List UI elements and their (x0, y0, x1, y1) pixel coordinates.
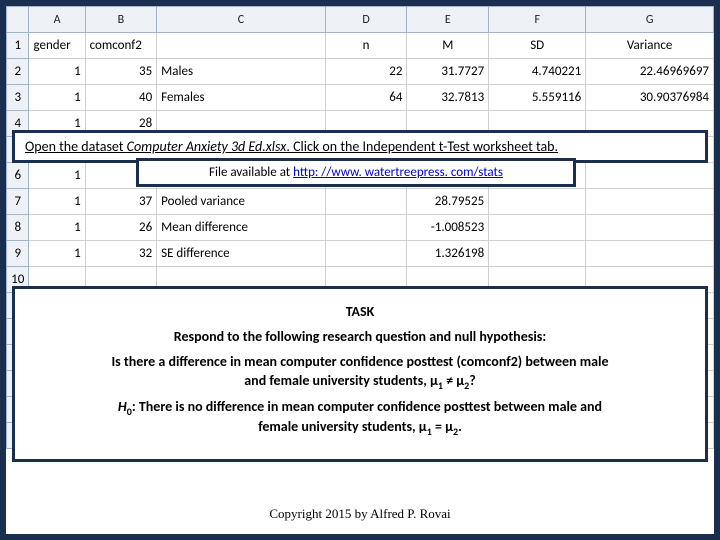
cell[interactable]: SE difference (157, 241, 326, 267)
cell[interactable]: 26 (85, 215, 157, 241)
cell[interactable] (586, 241, 714, 267)
cell[interactable]: Mean difference (157, 215, 326, 241)
task-line1: Respond to the following research questi… (35, 328, 685, 347)
cell[interactable]: Males (157, 59, 326, 85)
col-header-D[interactable]: D (325, 7, 407, 33)
cell[interactable]: 1 (29, 189, 85, 215)
cell[interactable]: 32 (85, 241, 157, 267)
task-q-d: ? (469, 372, 476, 389)
col-header-B[interactable]: B (85, 7, 157, 33)
task-box: TASK Respond to the following research q… (12, 286, 708, 462)
file-link-prefix: File available at (209, 165, 293, 180)
cell[interactable]: 32.7813 (407, 85, 489, 111)
h0-a: : There is no difference in mean compute… (132, 398, 602, 415)
file-link[interactable]: http: //www. watertreepress. com/stats (293, 165, 503, 180)
cell[interactable] (325, 189, 407, 215)
cell[interactable]: 1 (29, 163, 85, 189)
cell[interactable]: 64 (325, 85, 407, 111)
task-q-a: Is there a difference in mean computer c… (111, 353, 608, 370)
row-header[interactable]: 9 (7, 241, 29, 267)
task-q-c: ≠ μ (443, 372, 464, 389)
cell[interactable]: 37 (85, 189, 157, 215)
col-header-G[interactable]: G (586, 7, 714, 33)
row-header[interactable]: 2 (7, 59, 29, 85)
cell[interactable]: 1.326198 (407, 241, 489, 267)
cell[interactable]: Females (157, 85, 326, 111)
h0-b: female university students, μ (258, 418, 427, 435)
cell[interactable]: M (407, 33, 489, 59)
corner-cell (7, 7, 29, 33)
copyright-text: Copyright 2015 by Alfred P. Rovai (6, 506, 714, 522)
task-title: TASK (35, 303, 685, 322)
row-header[interactable]: 1 (7, 33, 29, 59)
h0-c: = μ (432, 418, 453, 435)
cell[interactable]: 5.559116 (489, 85, 586, 111)
cell[interactable]: Variance (586, 33, 714, 59)
col-header-E[interactable]: E (407, 7, 489, 33)
col-header-A[interactable]: A (29, 7, 85, 33)
cell[interactable]: 30.90376984 (586, 85, 714, 111)
col-header-C[interactable]: C (157, 7, 326, 33)
cell[interactable]: 4.740221 (489, 59, 586, 85)
file-link-banner: File available at http: //www. watertree… (136, 158, 576, 187)
h0-prefix: H (118, 398, 127, 415)
cell[interactable] (586, 215, 714, 241)
cell[interactable]: 1 (29, 241, 85, 267)
banner-filename: Computer Anxiety 3d Ed.xlsx (127, 138, 287, 155)
task-q-b: and female university students, μ (244, 372, 438, 389)
cell[interactable]: gender (29, 33, 85, 59)
cell[interactable]: 22 (325, 59, 407, 85)
cell[interactable] (325, 215, 407, 241)
h0-d: . (458, 418, 462, 435)
cell[interactable]: -1.008523 (407, 215, 489, 241)
task-hypothesis: H0: There is no difference in mean compu… (35, 398, 685, 439)
slide-frame: ABCDEFG1gendercomconf2nMSDVariance2135Ma… (0, 0, 720, 540)
banner-text-suffix: . Click on the Independent t-Test worksh… (286, 138, 558, 155)
cell[interactable]: n (325, 33, 407, 59)
cell[interactable] (489, 215, 586, 241)
cell[interactable]: Pooled variance (157, 189, 326, 215)
col-header-F[interactable]: F (489, 7, 586, 33)
cell[interactable]: 35 (85, 59, 157, 85)
cell[interactable]: 28.79525 (407, 189, 489, 215)
cell[interactable] (325, 241, 407, 267)
cell[interactable] (489, 241, 586, 267)
cell[interactable]: 22.46969697 (586, 59, 714, 85)
cell[interactable]: 1 (29, 59, 85, 85)
cell[interactable] (157, 33, 326, 59)
row-header[interactable]: 3 (7, 85, 29, 111)
cell[interactable]: comconf2 (85, 33, 157, 59)
cell[interactable]: 31.7727 (407, 59, 489, 85)
banner-text: Open the dataset (25, 138, 127, 155)
cell[interactable]: 40 (85, 85, 157, 111)
cell[interactable]: 1 (29, 85, 85, 111)
task-question: Is there a difference in mean computer c… (35, 353, 685, 392)
row-header[interactable]: 8 (7, 215, 29, 241)
cell[interactable]: 1 (29, 215, 85, 241)
cell[interactable]: SD (489, 33, 586, 59)
cell[interactable] (586, 189, 714, 215)
cell[interactable] (489, 189, 586, 215)
row-header[interactable]: 6 (7, 163, 29, 189)
row-header[interactable]: 7 (7, 189, 29, 215)
cell[interactable] (586, 163, 714, 189)
